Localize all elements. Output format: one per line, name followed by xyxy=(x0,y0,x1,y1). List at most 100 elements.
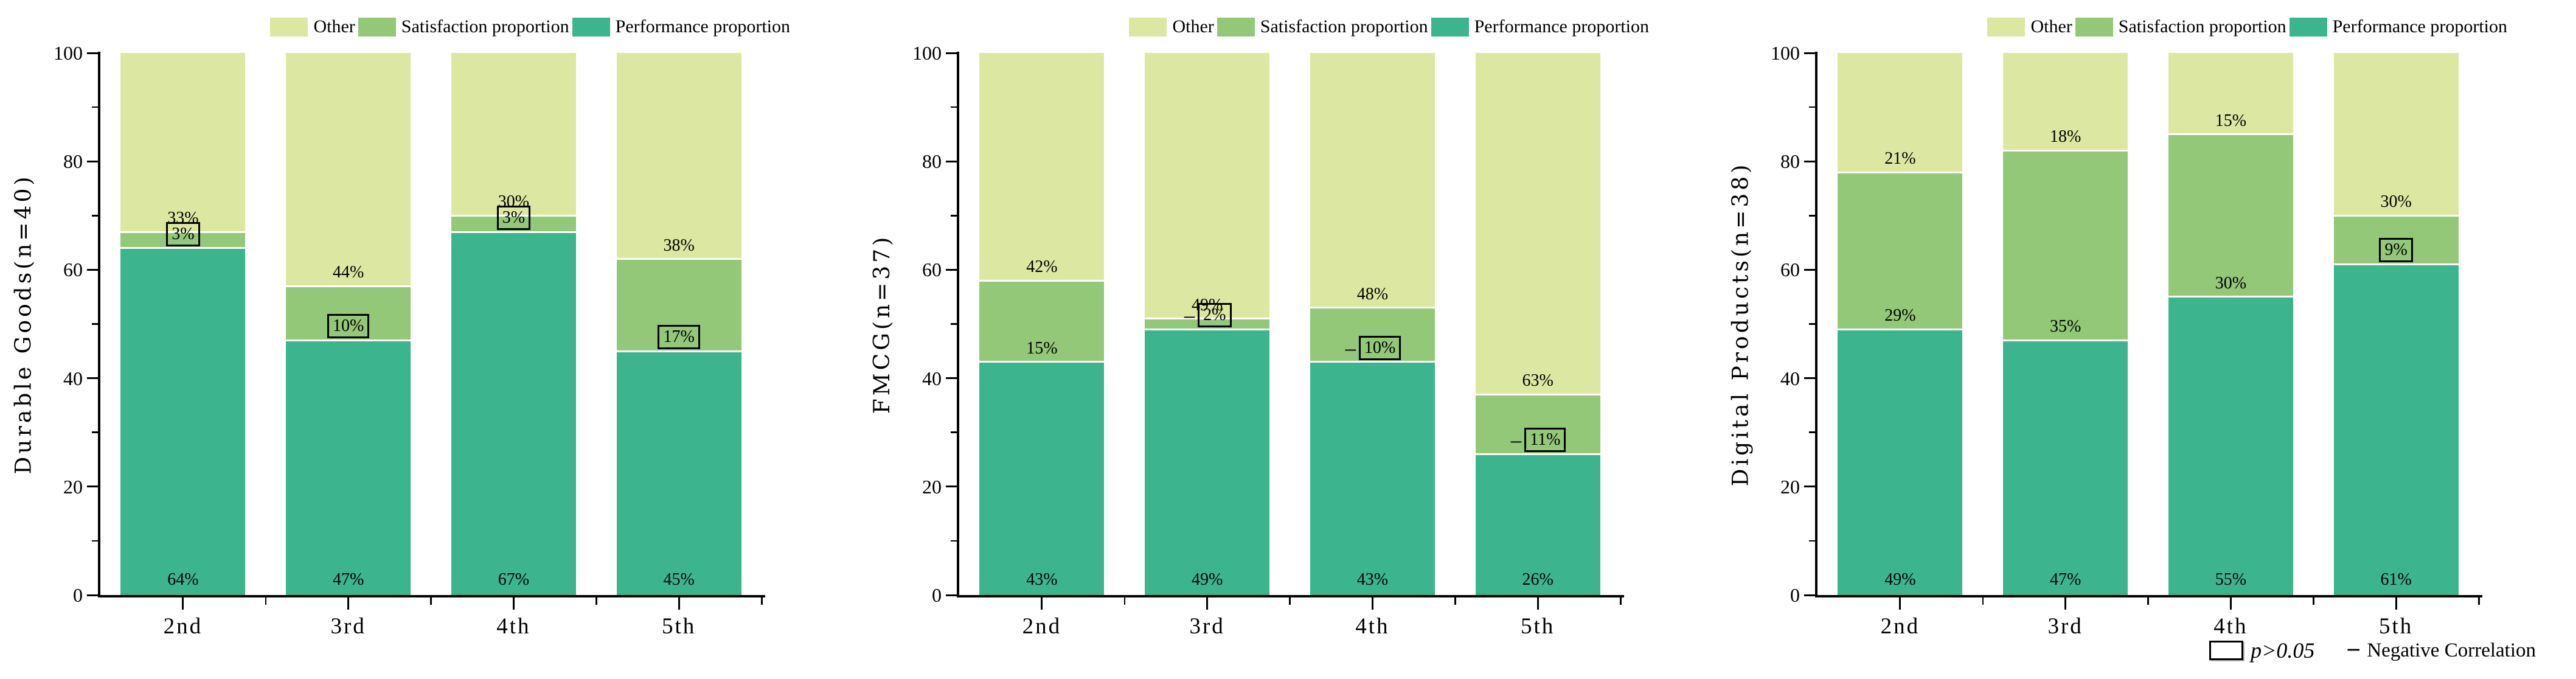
legend-label-satisfaction: Satisfaction proportion xyxy=(1260,16,1428,37)
y-axis-line xyxy=(1815,52,1817,597)
segment-separator xyxy=(120,247,246,249)
p-value-boxed-label: 3% xyxy=(166,221,200,246)
bar-segment-satisfaction xyxy=(1838,172,1963,330)
segment-separator xyxy=(2168,133,2293,136)
y-axis-line xyxy=(98,52,100,597)
x-axis-line xyxy=(957,595,1624,597)
segment-separator xyxy=(979,361,1105,363)
legend-item-performance: Performance proportion xyxy=(1431,16,1652,37)
satisfaction-value-label: 35% xyxy=(2049,317,2081,336)
y-major-tick xyxy=(946,52,957,54)
chart-panel-2: FMCG(n=37) Other Satisfaction proportion Pe… xyxy=(859,0,1718,679)
y-major-tick xyxy=(1804,486,1815,488)
y-major-tick xyxy=(946,486,957,488)
y-major-tick xyxy=(1804,160,1815,162)
performance-value-label: 49% xyxy=(1191,570,1223,589)
bar-segment-performance xyxy=(1475,454,1600,595)
p-value-boxed-label: 17% xyxy=(658,325,700,350)
segment-separator xyxy=(2333,263,2459,265)
legend-item-other: Other xyxy=(1987,16,2075,37)
x-minor-tick xyxy=(595,597,597,605)
negative-correlation-label: Negative Correlation xyxy=(2367,639,2536,661)
segment-separator xyxy=(286,285,411,287)
legend-label-satisfaction: Satisfaction proportion xyxy=(2118,16,2286,37)
satisfaction-value-label: −2% xyxy=(1145,302,1269,331)
x-tick-label: 2nd xyxy=(1022,614,1062,639)
x-major-tick xyxy=(1536,597,1539,610)
satisfaction-value-label: 9% xyxy=(2334,237,2459,263)
bar-segment-other xyxy=(2168,53,2293,134)
x-tick-label: 3rd xyxy=(1189,614,1225,639)
other-value-label: 42% xyxy=(1026,257,1058,277)
y-tick-label: 60 xyxy=(63,259,83,281)
bar-segment-performance xyxy=(1838,329,1963,595)
segment-separator xyxy=(451,231,576,233)
y-major-tick xyxy=(87,52,98,54)
other-value-label: 38% xyxy=(663,235,695,255)
x-major-tick xyxy=(2395,597,2397,610)
satisfaction-value-label: 3% xyxy=(120,221,245,246)
bar-segment-other xyxy=(286,53,411,287)
y-major-tick xyxy=(87,594,98,596)
y-tick-label: 60 xyxy=(1780,259,1800,281)
negative-correlation-minus-icon: − xyxy=(2346,636,2361,664)
segment-separator xyxy=(120,231,246,233)
chart-panel-3: Digital Products(n=38) Other Satisfaction … xyxy=(1717,0,2576,679)
satisfaction-value-label: 15% xyxy=(1026,338,1058,358)
other-value-label: 44% xyxy=(332,263,364,282)
x-major-tick xyxy=(2229,597,2232,610)
y-axis-title: Durable Goods(n=40) xyxy=(2,53,45,595)
bar-segment-performance xyxy=(451,232,576,595)
performance-value-label: 47% xyxy=(332,570,364,589)
legend-swatch-performance-icon xyxy=(2289,17,2327,37)
x-axis-line xyxy=(98,595,765,597)
legend: Other Satisfaction proportion Performance … xyxy=(270,16,793,38)
legend-item-performance: Performance proportion xyxy=(572,16,793,37)
bar-segment-other xyxy=(979,53,1105,281)
y-minor-tick xyxy=(951,106,957,108)
legend-item-other: Other xyxy=(270,16,358,37)
x-major-tick xyxy=(1206,597,1209,610)
other-value-label: 49% xyxy=(1191,295,1223,315)
segment-separator xyxy=(1475,393,1600,395)
y-tick-label: 100 xyxy=(912,42,942,64)
y-tick-label: 80 xyxy=(63,150,83,173)
satisfaction-value-label: 3% xyxy=(451,204,576,231)
satisfaction-value-label: 10% xyxy=(286,313,411,339)
legend-item-other: Other xyxy=(1129,16,1217,37)
bar-segment-other xyxy=(2333,53,2459,216)
p-value-boxed-label: 10% xyxy=(327,314,370,339)
legend-label-other: Other xyxy=(1172,16,1214,37)
other-value-label: 30% xyxy=(498,192,530,212)
segment-separator xyxy=(2003,149,2128,151)
other-value-label: 48% xyxy=(1356,284,1389,304)
p-value-label: p>0.05 xyxy=(2251,638,2315,663)
segment-separator xyxy=(1310,361,1435,363)
performance-value-label: 67% xyxy=(498,570,530,589)
bar-segment-performance xyxy=(1310,361,1435,595)
legend-swatch-satisfaction-icon xyxy=(358,17,396,37)
performance-value-label: 61% xyxy=(2380,570,2412,589)
legend: Other Satisfaction proportion Performance … xyxy=(1987,16,2510,38)
legend-swatch-satisfaction-icon xyxy=(2075,17,2113,37)
x-minor-tick xyxy=(1289,597,1291,605)
segment-separator xyxy=(1310,307,1435,309)
x-major-tick xyxy=(512,597,515,610)
x-tick-label: 5th xyxy=(2378,614,2414,639)
x-major-tick xyxy=(182,597,184,610)
segment-separator xyxy=(286,339,411,341)
x-end-tick xyxy=(2478,597,2480,605)
y-axis-line xyxy=(957,52,959,597)
performance-value-label: 64% xyxy=(167,570,199,589)
x-tick-label: 5th xyxy=(1520,614,1555,639)
y-axis-title-text: Durable Goods(n=40) xyxy=(11,173,36,475)
x-tick-label: 3rd xyxy=(330,614,366,639)
legend-swatch-performance-icon xyxy=(572,17,610,37)
y-minor-tick xyxy=(92,431,98,433)
legend-item-satisfaction: Satisfaction proportion xyxy=(1217,16,1431,37)
bar-segment-performance xyxy=(979,361,1105,595)
other-value-label: 21% xyxy=(1884,149,1916,169)
chart-panel-1: Durable Goods(n=40) Other Satisfaction pro… xyxy=(0,0,859,679)
legend-swatch-satisfaction-icon xyxy=(1217,17,1255,37)
negative-correlation-minus-icon: − xyxy=(1182,305,1196,331)
